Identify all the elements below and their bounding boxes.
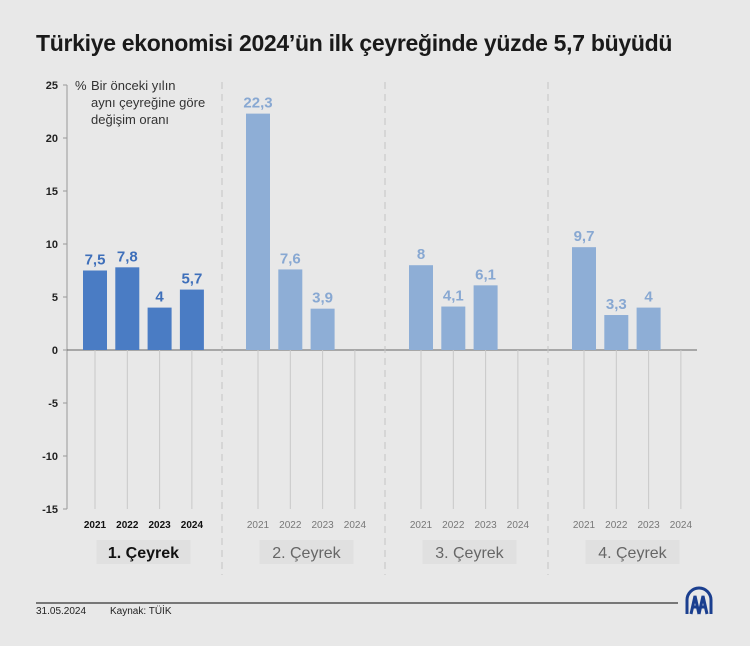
page-title: Türkiye ekonomisi 2024’ün ilk çeyreğinde… <box>36 30 673 56</box>
bar <box>147 307 172 350</box>
x-tick-label: 2021 <box>247 520 270 531</box>
x-tick-label: 2023 <box>311 520 334 531</box>
footer-divider <box>36 602 678 604</box>
data-label: 4 <box>644 289 653 306</box>
date: 31.05.2024 <box>36 606 87 617</box>
bar <box>441 306 466 350</box>
aa-logo-icon <box>685 586 713 615</box>
data-label: 7,5 <box>85 252 106 269</box>
data-label: 4 <box>155 289 164 306</box>
data-label: 3,9 <box>312 290 333 307</box>
x-tick-label: 2024 <box>670 520 693 531</box>
data-label: 7,8 <box>117 248 138 265</box>
bar <box>115 267 140 350</box>
group-label-box <box>585 540 680 564</box>
y-tick-label: 20 <box>46 133 58 145</box>
data-label: 22,3 <box>243 95 272 112</box>
group-label: 2. Çeyrek <box>272 545 341 562</box>
bar <box>246 113 270 351</box>
group-label: 3. Çeyrek <box>435 545 504 562</box>
bar <box>179 289 204 350</box>
x-tick-label: 2024 <box>507 520 530 531</box>
bar <box>310 308 335 350</box>
x-tick-label: 2023 <box>148 520 171 531</box>
x-tick-label: 2024 <box>181 520 204 531</box>
bar <box>409 265 433 350</box>
group-label: 4. Çeyrek <box>598 545 667 562</box>
data-label: 9,7 <box>574 228 595 245</box>
x-tick-label: 2024 <box>344 520 367 531</box>
data-label: 4,1 <box>443 288 464 305</box>
bar <box>636 307 661 350</box>
data-label: 7,6 <box>280 250 301 267</box>
x-tick-label: 2022 <box>116 520 139 531</box>
data-label: 6,1 <box>475 266 496 283</box>
y-tick-label: 0 <box>52 345 58 357</box>
x-tick-label: 2022 <box>279 520 302 531</box>
group-label-box <box>259 540 354 564</box>
x-tick-label: 2023 <box>474 520 497 531</box>
x-tick-label: 2021 <box>84 520 107 531</box>
group-label-box <box>422 540 517 564</box>
y-axis-label: Bir önceki yılın <box>91 78 176 93</box>
bar <box>83 270 107 350</box>
x-tick-label: 2022 <box>605 520 628 531</box>
y-tick-label: -5 <box>48 398 58 410</box>
x-tick-label: 2021 <box>410 520 433 531</box>
y-tick-label: -10 <box>42 451 58 463</box>
x-tick-label: 2021 <box>573 520 596 531</box>
x-tick-label: 2023 <box>637 520 660 531</box>
data-label: 5,7 <box>181 271 202 288</box>
y-tick-label: 15 <box>46 186 58 198</box>
y-tick-label: -15 <box>42 504 58 516</box>
y-axis-unit: % <box>75 78 87 93</box>
group-label: 1. Çeyrek <box>108 545 179 562</box>
group-label-box <box>96 540 191 564</box>
y-axis-label: aynı çeyreğine göre <box>91 95 205 110</box>
bar <box>473 285 498 350</box>
data-label: 3,3 <box>606 296 627 313</box>
y-tick-label: 10 <box>46 239 58 251</box>
bar <box>278 269 303 350</box>
source: Kaynak: TÜİK <box>110 606 172 617</box>
bar <box>604 315 629 350</box>
y-tick-label: 25 <box>46 80 58 92</box>
x-tick-label: 2022 <box>442 520 465 531</box>
bar <box>572 247 596 350</box>
y-axis-label: değişim oranı <box>91 112 169 127</box>
y-tick-label: 5 <box>52 292 58 304</box>
data-label: 8 <box>417 246 425 263</box>
